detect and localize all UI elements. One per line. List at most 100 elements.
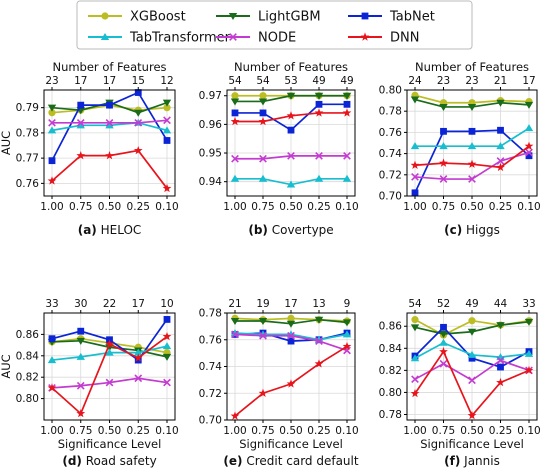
legend-marker	[101, 12, 109, 20]
y-tick-label: 0.80	[379, 387, 402, 399]
data-point	[343, 152, 351, 160]
chart-panel: 0.70 0.72 0.74 0.76 0.78 1.00 21 0.75 19 0.50 17 0.…	[199, 298, 359, 468]
series	[230, 92, 352, 106]
data-point	[259, 154, 267, 163]
x-tick-label: 1.00	[40, 201, 63, 213]
series	[48, 116, 171, 127]
x-tick-label: 0.10	[335, 425, 358, 437]
data-point	[286, 320, 296, 328]
feature-count-label: 21	[228, 298, 241, 310]
x-tick-label: 0.25	[307, 425, 330, 437]
data-point	[258, 116, 268, 126]
data-point	[76, 118, 85, 127]
y-tick-label: 0.76	[379, 127, 403, 139]
data-point	[105, 378, 114, 387]
data-point	[258, 98, 268, 106]
feature-count-label: 12	[160, 75, 173, 87]
data-point	[342, 92, 352, 100]
data-point	[106, 101, 113, 109]
data-point	[496, 99, 505, 107]
series	[47, 331, 172, 418]
data-point	[287, 126, 295, 134]
data-point	[134, 374, 143, 383]
data-point	[162, 126, 172, 134]
y-tick-label: 0.78	[379, 106, 402, 118]
y-tick-label: 0.70	[199, 415, 222, 427]
y-tick-label: 0.97	[199, 90, 222, 102]
feature-count-label: 17	[284, 298, 297, 310]
feature-count-label: 22	[103, 298, 116, 310]
x-tick-label: 0.50	[279, 201, 302, 213]
data-point	[162, 342, 172, 350]
x-tick-label: 0.50	[279, 425, 302, 437]
data-point	[439, 175, 448, 183]
data-point	[47, 126, 57, 134]
x-tick-label: 0.25	[489, 425, 512, 437]
data-point	[287, 331, 295, 340]
legend-item: LightGBM	[216, 10, 321, 25]
series	[231, 152, 351, 163]
data-point	[410, 160, 420, 169]
data-point	[342, 108, 352, 117]
y-tick-label: 0.86	[379, 321, 403, 333]
data-point	[287, 314, 295, 322]
legend-item: XGBoost	[88, 10, 186, 25]
y-tick-label: 0.74	[199, 361, 223, 373]
y-tick-label: 0.77	[16, 153, 39, 165]
data-point	[467, 159, 477, 168]
data-point	[467, 328, 477, 336]
caption-letter: (c)	[444, 223, 462, 237]
x-tick-label: 0.75	[251, 201, 274, 213]
data-point	[230, 174, 240, 182]
legend-item: TabTransformer	[88, 31, 231, 46]
caption-dataset-name: Higgs	[466, 223, 500, 237]
x-tick-label: 1.00	[403, 425, 426, 437]
data-point	[105, 339, 114, 348]
x-tick-label: 0.50	[460, 425, 483, 437]
x-axis-title: Significance Level	[239, 437, 343, 451]
x-tick-label: 0.75	[432, 201, 455, 213]
data-point	[286, 92, 296, 100]
x-tick-label: 0.50	[98, 201, 121, 213]
x-tick-label: 0.50	[460, 201, 483, 213]
data-point	[76, 121, 85, 129]
data-point	[342, 330, 352, 338]
data-point	[342, 341, 352, 351]
data-point	[525, 148, 533, 157]
series	[230, 341, 352, 420]
feature-count-label: 23	[465, 75, 478, 87]
caption-letter: (e)	[223, 454, 242, 468]
data-point	[47, 356, 57, 364]
data-point	[467, 410, 477, 420]
data-point	[496, 142, 505, 150]
feature-count-label: 53	[284, 75, 297, 87]
data-point	[411, 173, 419, 181]
data-point	[47, 176, 57, 185]
series	[230, 108, 352, 126]
series	[410, 124, 534, 150]
y-axis-title: AUC	[0, 131, 13, 155]
chart-panel: 0.78 0.80 0.82 0.84 0.86 1.00 54 0.75 52 0.50 49 0.…	[379, 298, 541, 468]
data-point	[259, 331, 267, 340]
data-point	[467, 350, 477, 358]
legend-item: TabNet	[348, 10, 435, 25]
legend-label: TabTransformer	[129, 31, 231, 46]
data-point	[105, 348, 114, 356]
data-point	[496, 322, 505, 330]
data-point	[286, 111, 296, 120]
legend-label: NODE	[258, 31, 296, 46]
data-point	[410, 388, 420, 398]
data-point	[47, 104, 57, 112]
data-point	[314, 316, 324, 324]
feature-count-label: 13	[312, 298, 325, 310]
panel-caption: (c) Higgs	[444, 223, 500, 237]
data-point	[496, 377, 505, 387]
x-tick-label: 0.10	[517, 425, 540, 437]
data-point	[440, 323, 447, 331]
data-point	[439, 103, 448, 111]
data-point	[468, 317, 476, 325]
series	[410, 338, 534, 362]
data-point	[163, 316, 171, 323]
legend-marker	[361, 12, 369, 20]
